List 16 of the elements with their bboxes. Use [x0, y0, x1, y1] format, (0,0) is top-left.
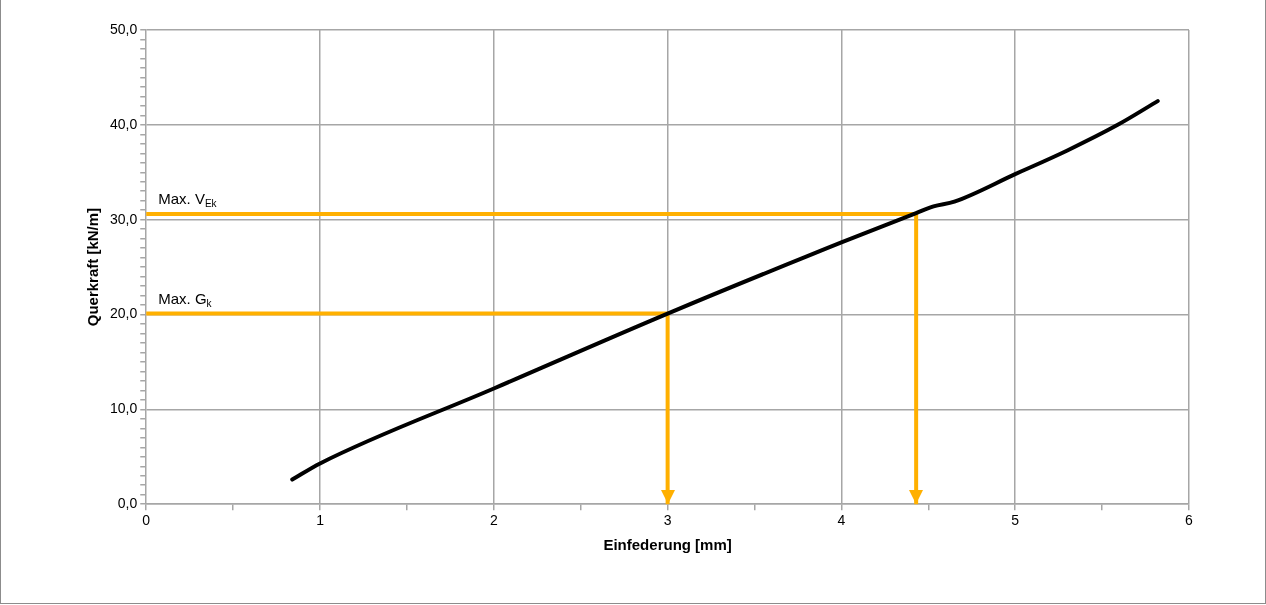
y-tick-label: 20,0: [110, 305, 138, 322]
x-tick-label: 6: [1185, 512, 1194, 529]
x-tick-label: 3: [663, 512, 672, 529]
y-tick-label: 30,0: [110, 210, 138, 227]
y-tick-label: 50,0: [110, 20, 138, 37]
y-tick-label: 10,0: [110, 400, 138, 417]
x-tick-label: 5: [1011, 512, 1020, 529]
x-tick-label: 2: [489, 512, 498, 529]
y-axis-title: Querkraft [kN/m]: [84, 207, 102, 327]
x-tick-label: 0: [142, 512, 151, 529]
x-axis-title: Einfederung [mm]: [603, 536, 732, 554]
x-tick-label: 1: [316, 512, 325, 529]
y-tick-label: 0,0: [117, 495, 138, 512]
x-tick-label: 4: [837, 512, 846, 529]
line-series: [290, 99, 1160, 482]
y-tick-label: 40,0: [110, 115, 138, 132]
